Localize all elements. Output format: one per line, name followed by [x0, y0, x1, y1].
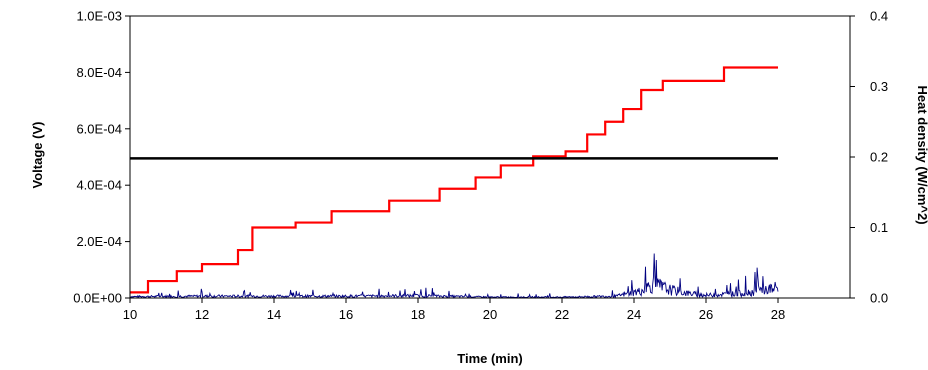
x-tick-label: 26	[699, 307, 713, 322]
y-tick-label: 6.0E-04	[76, 121, 122, 136]
y2-tick-label: 0.2	[870, 150, 888, 165]
axes: 10 12 14 16 18 20 22 24 26 28 0.0E+00 2.0E-04 4.0E-0…	[73, 9, 888, 323]
x-axis-title: Time (min)	[457, 351, 523, 366]
y2-tick-label: 0.0	[870, 291, 888, 306]
y2-tick-label: 0.1	[870, 220, 888, 235]
x-tick-label: 28	[771, 307, 785, 322]
x-tick-label: 18	[411, 307, 425, 322]
x-tick-label: 20	[483, 307, 497, 322]
y2-tick-label: 0.3	[870, 79, 888, 94]
series-line-red-step	[130, 66, 778, 294]
x-tick-label: 12	[195, 307, 209, 322]
x-tick-label: 22	[555, 307, 569, 322]
y-tick-label: 2.0E-04	[76, 234, 122, 249]
y2-tick-label: 0.4	[870, 9, 888, 24]
y-tick-label: 0.0E+00	[73, 291, 122, 306]
x-tick-label: 10	[123, 307, 137, 322]
x-tick-label: 16	[339, 307, 353, 322]
y-tick-label: 8.0E-04	[76, 65, 122, 80]
x-tick-label: 14	[267, 307, 281, 322]
y-tick-label: 1.0E-03	[76, 9, 122, 24]
series-line-blue-noise	[129, 253, 779, 300]
y-axis-title: Voltage (V)	[30, 122, 45, 189]
y-tick-label: 4.0E-04	[76, 178, 122, 193]
x-tick-label: 24	[627, 307, 641, 322]
y2-axis-title: Heat density (W/cm^2)	[915, 85, 928, 224]
plot-area	[129, 66, 779, 300]
